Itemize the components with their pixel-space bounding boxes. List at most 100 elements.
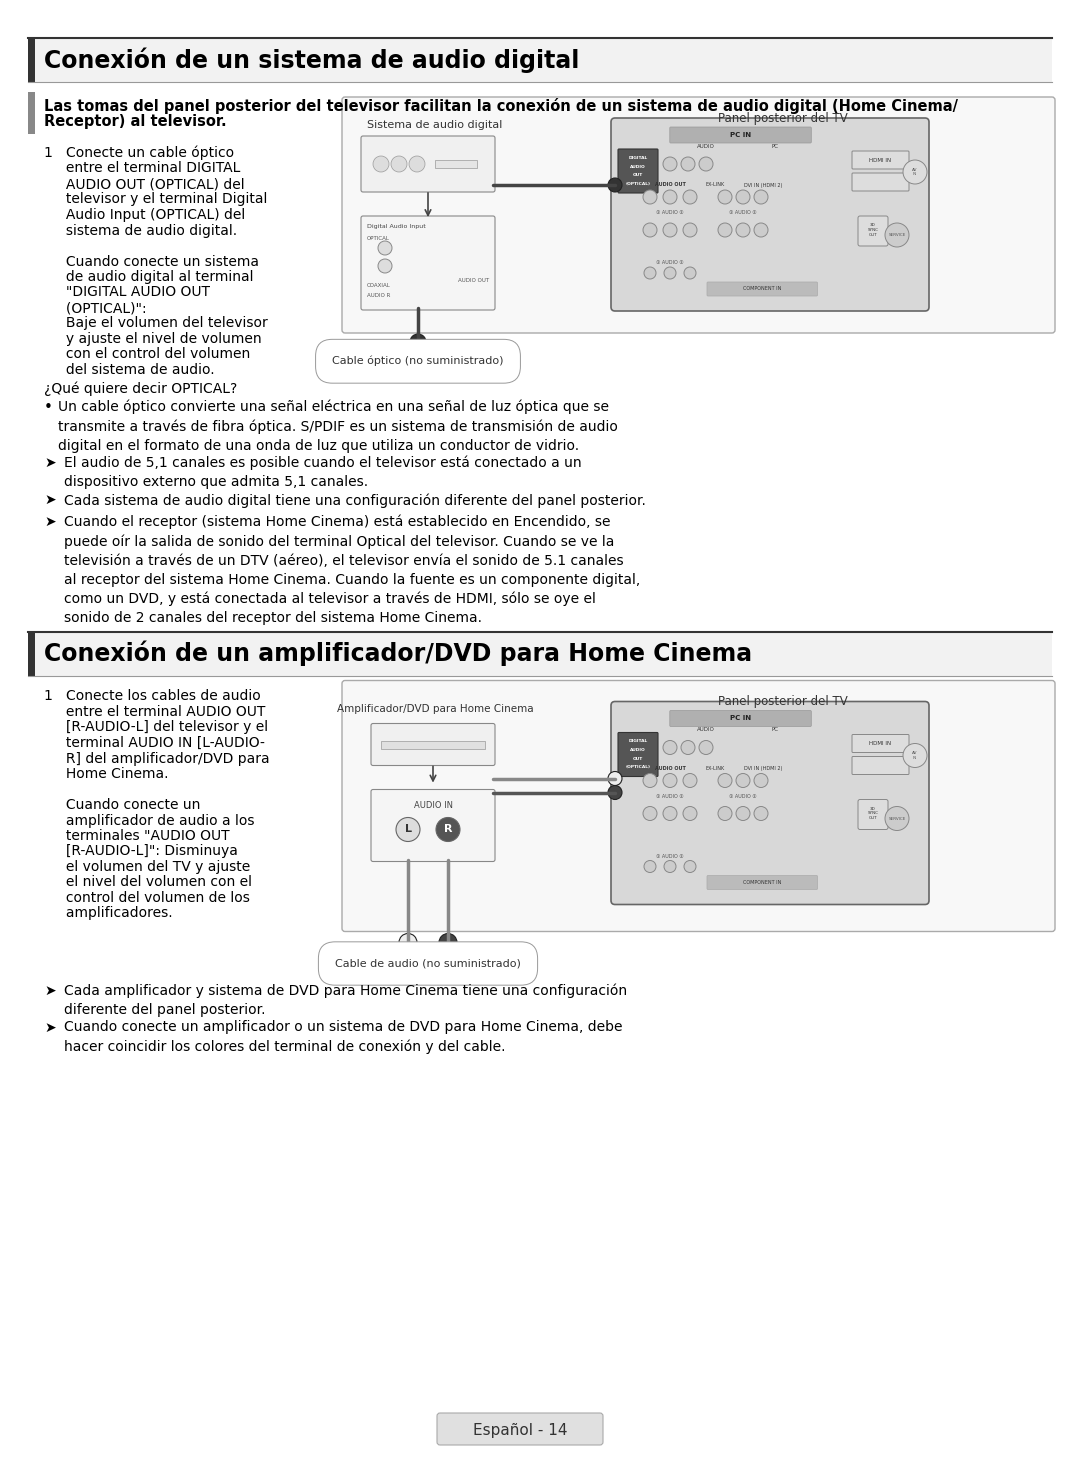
Circle shape [885, 806, 909, 830]
Circle shape [754, 806, 768, 821]
Circle shape [644, 267, 656, 279]
Text: amplificador de audio a los: amplificador de audio a los [44, 814, 255, 827]
Text: OPTICAL: OPTICAL [367, 236, 390, 242]
Circle shape [663, 774, 677, 787]
Text: Cuando el receptor (sistema Home Cinema) está establecido en Encendido, se
puede: Cuando el receptor (sistema Home Cinema)… [64, 514, 640, 625]
Circle shape [663, 741, 677, 754]
FancyBboxPatch shape [707, 282, 818, 296]
Text: de audio digital al terminal: de audio digital al terminal [44, 270, 254, 285]
Circle shape [378, 242, 392, 255]
Text: Cable de audio (no suministrado): Cable de audio (no suministrado) [335, 959, 521, 969]
Text: COMPONENT IN: COMPONENT IN [743, 286, 782, 292]
Circle shape [735, 806, 750, 821]
Text: OUT: OUT [633, 756, 643, 760]
Text: el nivel del volumen con el: el nivel del volumen con el [44, 876, 252, 889]
FancyBboxPatch shape [858, 799, 888, 830]
Text: control del volumen de los: control del volumen de los [44, 891, 249, 906]
FancyBboxPatch shape [437, 1412, 603, 1445]
Text: del sistema de audio.: del sistema de audio. [44, 363, 215, 376]
Text: Conexión de un amplificador/DVD para Home Cinema: Conexión de un amplificador/DVD para Hom… [44, 640, 752, 667]
Circle shape [885, 222, 909, 247]
Text: amplificadores.: amplificadores. [44, 907, 173, 920]
FancyBboxPatch shape [858, 216, 888, 246]
Text: (OPTICAL): (OPTICAL) [625, 765, 650, 769]
Text: ① AUDIO ①: ① AUDIO ① [729, 210, 757, 215]
Text: DIGITAL: DIGITAL [629, 156, 648, 160]
Text: ① AUDIO ①: ① AUDIO ① [657, 261, 684, 265]
Text: televisor y el terminal Digital: televisor y el terminal Digital [44, 193, 268, 206]
Text: PC IN: PC IN [730, 716, 751, 722]
Text: ¿Qué quiere decir OPTICAL?: ¿Qué quiere decir OPTICAL? [44, 382, 238, 397]
Circle shape [683, 190, 697, 205]
Text: el volumen del TV y ajuste: el volumen del TV y ajuste [44, 860, 251, 874]
Text: [R-AUDIO-L] del televisor y el: [R-AUDIO-L] del televisor y el [44, 720, 268, 735]
FancyBboxPatch shape [372, 790, 495, 861]
Circle shape [664, 861, 676, 873]
Bar [435, 160, 477, 167]
Text: AUDIO: AUDIO [697, 144, 715, 148]
Circle shape [608, 772, 622, 785]
Circle shape [643, 190, 657, 205]
Text: ① AUDIO ①: ① AUDIO ① [657, 210, 684, 215]
Circle shape [903, 744, 927, 768]
Text: OUT: OUT [633, 173, 643, 176]
Circle shape [903, 160, 927, 184]
Circle shape [438, 934, 457, 951]
Circle shape [754, 222, 768, 237]
Circle shape [643, 806, 657, 821]
FancyBboxPatch shape [670, 127, 811, 142]
Bar [28, 631, 1052, 676]
Circle shape [699, 157, 713, 170]
Text: ① AUDIO ①: ① AUDIO ① [729, 794, 757, 799]
Text: Panel posterior del TV: Panel posterior del TV [718, 113, 848, 124]
Text: Home Cinema.: Home Cinema. [44, 768, 168, 781]
Text: Digital Audio Input: Digital Audio Input [367, 224, 426, 230]
Text: AV
IN: AV IN [913, 751, 918, 760]
Circle shape [735, 222, 750, 237]
Text: Cable óptico (no suministrado): Cable óptico (no suministrado) [333, 356, 503, 366]
Text: COMPONENT IN: COMPONENT IN [743, 880, 782, 885]
Circle shape [683, 222, 697, 237]
Text: ① AUDIO ①: ① AUDIO ① [657, 854, 684, 860]
FancyBboxPatch shape [618, 150, 658, 193]
Circle shape [410, 333, 426, 350]
Circle shape [754, 774, 768, 787]
FancyBboxPatch shape [361, 136, 495, 193]
Text: SERVICE: SERVICE [889, 233, 906, 237]
FancyBboxPatch shape [361, 216, 495, 310]
Text: Español - 14: Español - 14 [473, 1423, 567, 1438]
Circle shape [664, 267, 676, 279]
Text: [R-AUDIO-L]": Disminuya: [R-AUDIO-L]": Disminuya [44, 845, 238, 858]
Text: 1   Conecte los cables de audio: 1 Conecte los cables de audio [44, 689, 260, 704]
Text: Conexión de un sistema de audio digital: Conexión de un sistema de audio digital [44, 47, 579, 73]
Text: HDMI IN: HDMI IN [869, 157, 891, 163]
Text: Audio Input (OPTICAL) del: Audio Input (OPTICAL) del [44, 207, 245, 222]
Circle shape [399, 934, 417, 951]
Circle shape [378, 259, 392, 273]
Circle shape [409, 156, 426, 172]
Text: 1   Conecte un cable óptico: 1 Conecte un cable óptico [44, 147, 234, 160]
Text: R] del amplificador/DVD para: R] del amplificador/DVD para [44, 751, 270, 766]
Text: PC IN: PC IN [730, 132, 751, 138]
Text: SERVICE: SERVICE [889, 817, 906, 821]
Text: DIGITAL: DIGITAL [629, 740, 648, 744]
Text: 3D
SYNC
OUT: 3D SYNC OUT [867, 224, 878, 237]
Text: terminal AUDIO IN [L-AUDIO-: terminal AUDIO IN [L-AUDIO- [44, 737, 265, 750]
Text: AUDIO: AUDIO [630, 165, 646, 169]
Circle shape [699, 741, 713, 754]
Circle shape [718, 222, 732, 237]
FancyBboxPatch shape [611, 119, 929, 311]
Bar [28, 39, 1052, 82]
Circle shape [644, 861, 656, 873]
Text: •: • [44, 400, 53, 415]
FancyBboxPatch shape [852, 735, 909, 753]
FancyBboxPatch shape [611, 701, 929, 904]
Circle shape [391, 156, 407, 172]
Text: entre el terminal DIGITAL: entre el terminal DIGITAL [44, 162, 241, 175]
Text: terminales "AUDIO OUT: terminales "AUDIO OUT [44, 828, 230, 843]
Circle shape [608, 785, 622, 799]
Text: Sistema de audio digital: Sistema de audio digital [367, 120, 502, 130]
Circle shape [754, 190, 768, 205]
Bar [28, 631, 35, 676]
Circle shape [683, 774, 697, 787]
